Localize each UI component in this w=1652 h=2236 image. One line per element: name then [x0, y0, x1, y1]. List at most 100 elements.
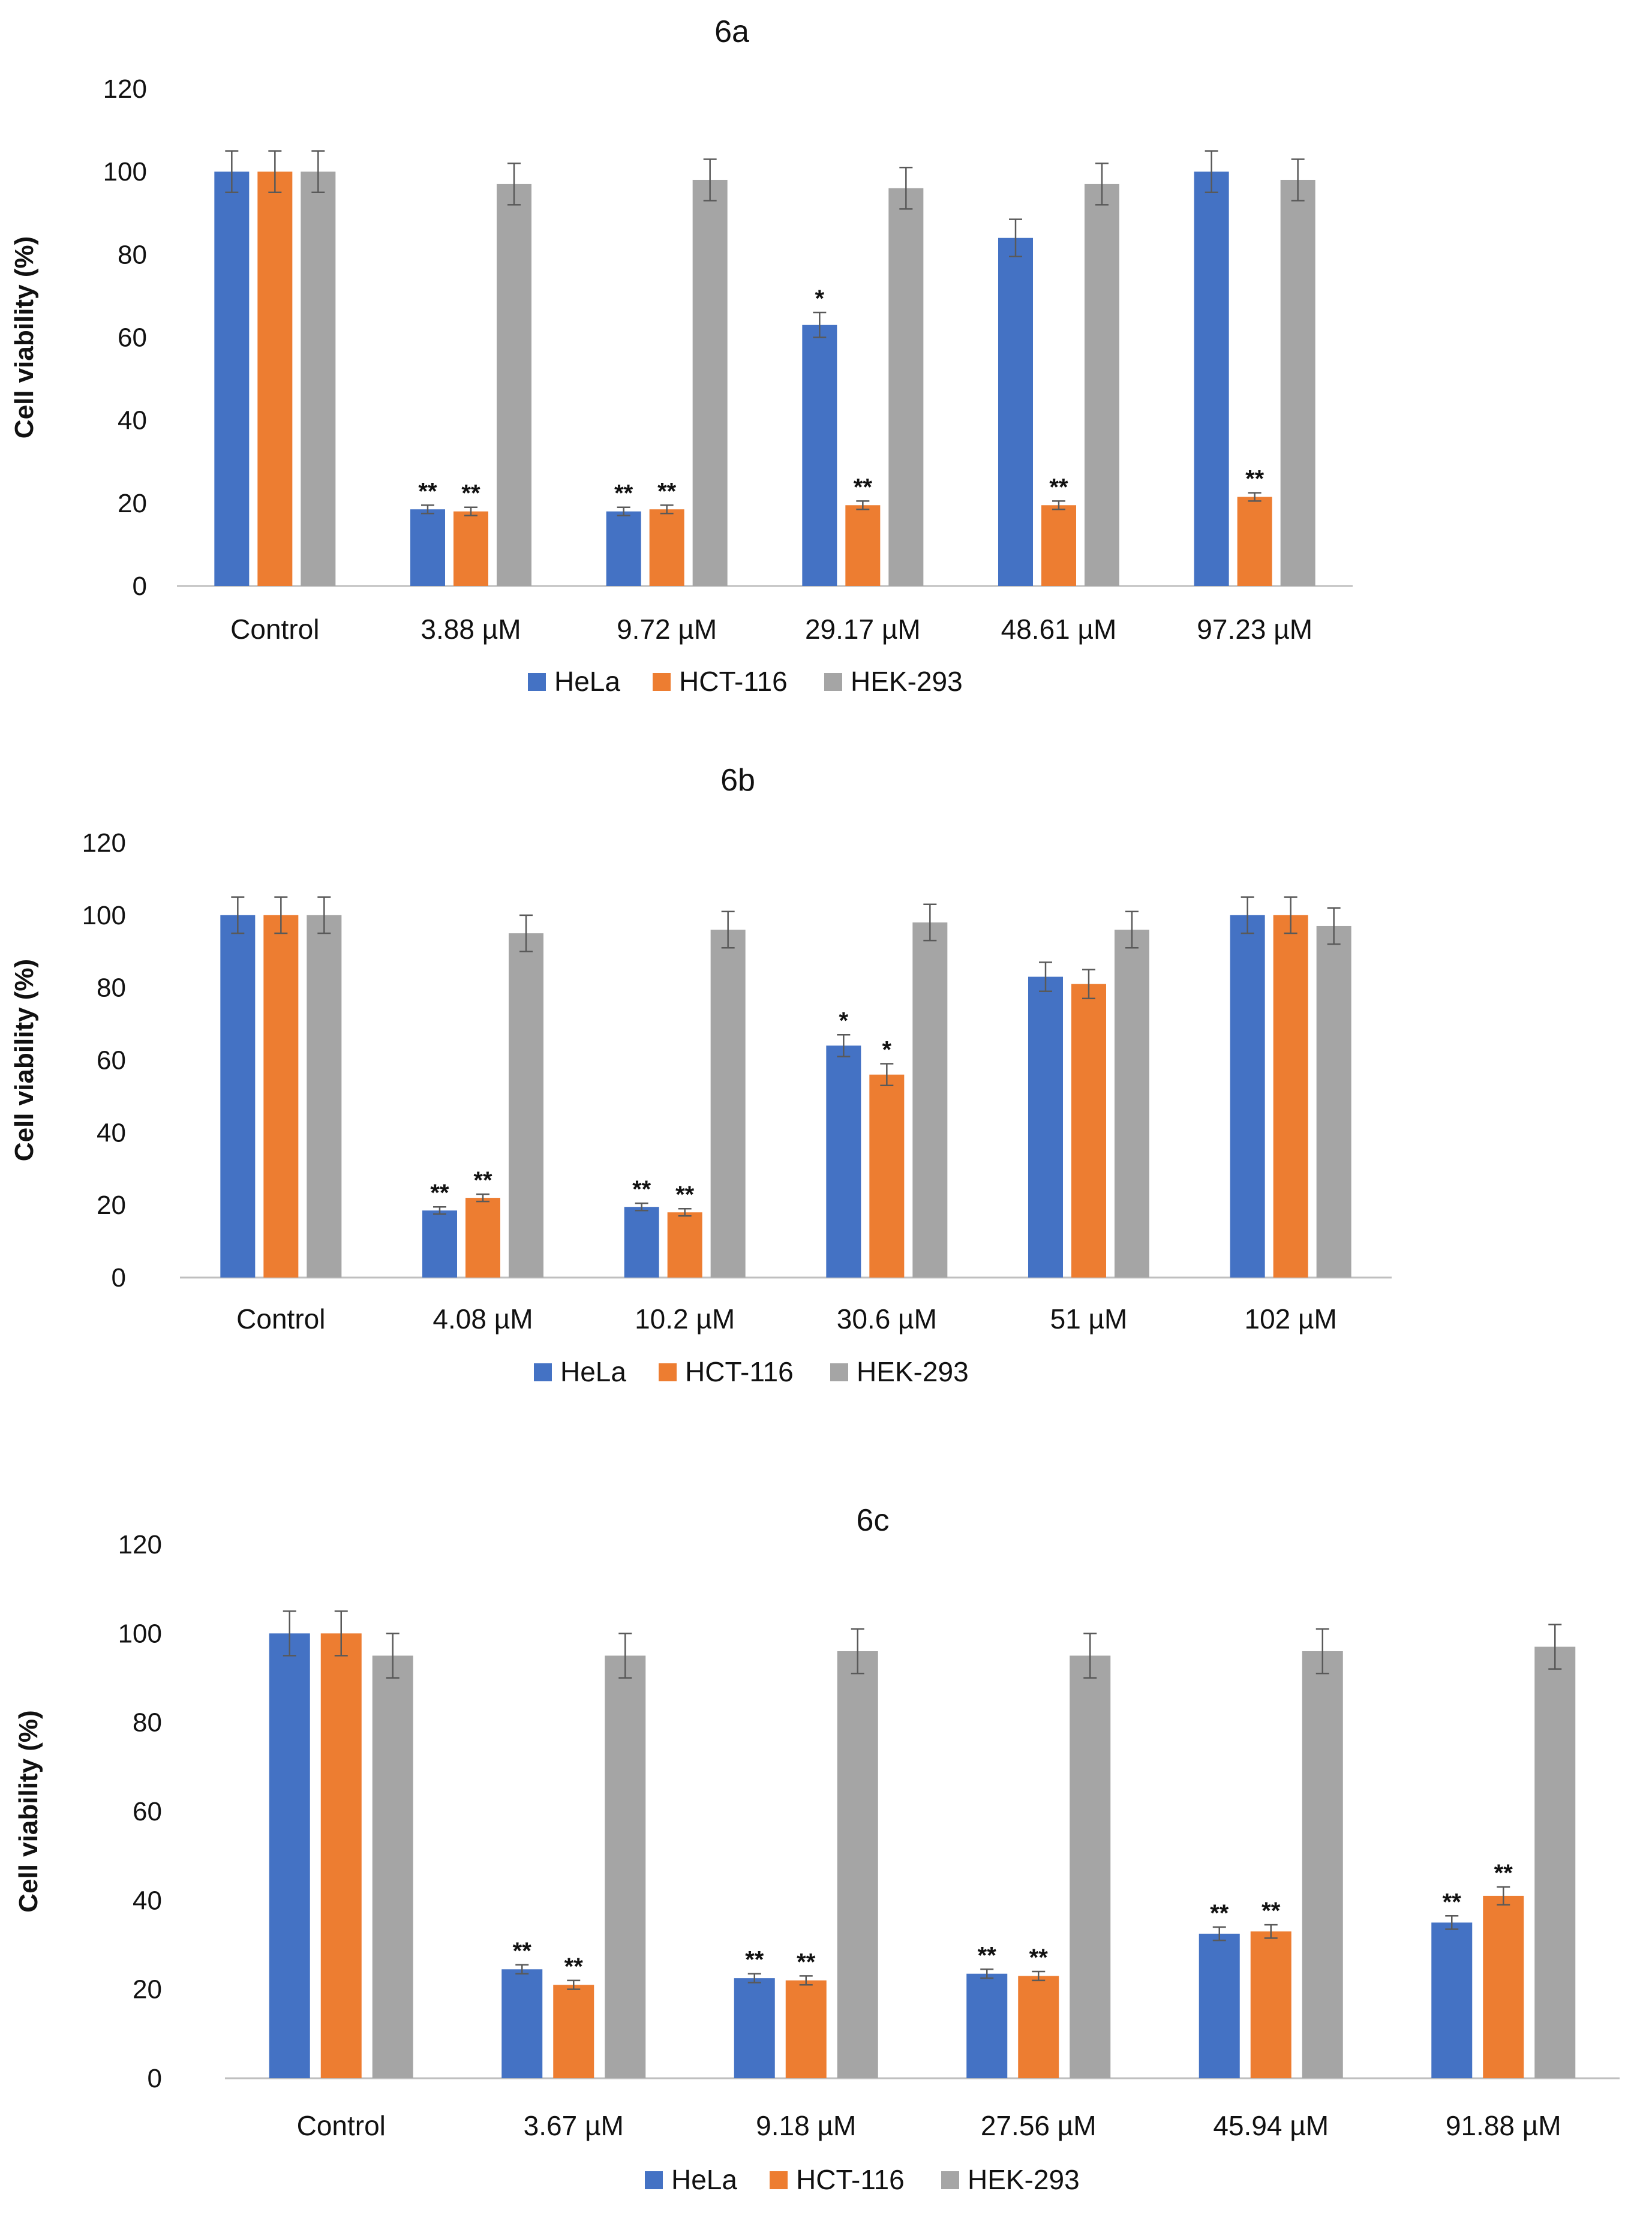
- bar-hct-116-27-56-um: [1018, 1976, 1059, 2078]
- bar-hek-293-3-67-um: [605, 1655, 646, 2078]
- legend-swatch-hct-116: [770, 2171, 788, 2189]
- x-category-label: 91.88 µM: [1446, 2110, 1561, 2141]
- bar-hct-116-97-23-um: [1237, 497, 1272, 586]
- bar-hela-3-67-um: [501, 1969, 543, 2078]
- bar-hct-116-9-18-um: [785, 1980, 827, 2078]
- bar-hek-293-9-18-um: [837, 1651, 878, 2078]
- x-category-label: 3.88 µM: [420, 614, 521, 645]
- x-category-label: Control: [236, 1303, 325, 1335]
- bar-hek-293-45-94-um: [1302, 1651, 1343, 2078]
- chart-title: 6b: [720, 763, 755, 798]
- bar-hct-116-102-um: [1273, 915, 1308, 1278]
- significance-marker: **: [978, 1942, 997, 1968]
- significance-marker: **: [1029, 1945, 1049, 1971]
- bar-hct-116-4-08-um: [465, 1198, 500, 1278]
- bar-hct-116-91-88-um: [1483, 1895, 1524, 2078]
- bar-hela-control: [269, 1633, 310, 2078]
- legend-label-hela: HeLa: [554, 666, 620, 697]
- y-tick-label: 40: [133, 1886, 162, 1915]
- x-category-label: 29.17 µM: [805, 614, 921, 645]
- y-axis-label: Cell viability (%): [10, 959, 39, 1161]
- y-tick-label: 100: [103, 157, 147, 187]
- y-tick-label: 60: [118, 323, 147, 353]
- x-category-label: 97.23 µM: [1197, 614, 1312, 645]
- significance-marker: **: [614, 480, 633, 507]
- significance-marker: **: [1261, 1898, 1281, 1924]
- significance-marker: *: [839, 1008, 849, 1034]
- legend-swatch-hela: [534, 1363, 552, 1381]
- significance-marker: **: [745, 1947, 764, 1973]
- y-tick-label: 120: [82, 828, 126, 858]
- significance-marker: **: [473, 1167, 492, 1194]
- legend-label-hct-116: HCT-116: [685, 1356, 794, 1387]
- bar-hek-293-27-56-um: [1070, 1655, 1111, 2078]
- x-category-label: 3.67 µM: [524, 2110, 624, 2141]
- legend-label-hela: HeLa: [671, 2164, 737, 2195]
- bar-hela-9-72-um: [606, 511, 641, 586]
- bar-hek-293-102-um: [1316, 925, 1351, 1278]
- x-category-label: 102 µM: [1244, 1303, 1336, 1335]
- bar-hek-293-29-17-um: [888, 188, 924, 586]
- y-axis-label: Cell viability (%): [10, 236, 39, 438]
- bar-hela-45-94-um: [1199, 1933, 1240, 2078]
- x-category-label: 27.56 µM: [981, 2110, 1097, 2141]
- bar-hela-9-18-um: [734, 1978, 775, 2078]
- bar-hct-116-control: [263, 915, 299, 1278]
- significance-marker: **: [1210, 1900, 1229, 1927]
- significance-marker: **: [675, 1182, 695, 1208]
- legend-swatch-hela: [528, 673, 546, 691]
- x-category-label: Control: [230, 614, 319, 645]
- significance-marker: *: [882, 1037, 892, 1063]
- chart-6a-panel: 6a Cell viability (%) 0 20 40 60 80 100 120 Contr…: [0, 0, 1652, 738]
- bar-hek-293-9-72-um: [692, 179, 728, 586]
- legend-swatch-hela: [645, 2171, 663, 2189]
- x-category-label: 30.6 µM: [837, 1303, 937, 1335]
- bar-hela-51-um: [1028, 976, 1063, 1278]
- bar-hela-control: [214, 172, 250, 587]
- bar-hela-91-88-um: [1431, 1922, 1473, 2078]
- y-axis-label: Cell viability (%): [14, 1710, 43, 1912]
- significance-marker: **: [1049, 474, 1068, 500]
- bar-hct-116-45-94-um: [1250, 1931, 1291, 2078]
- bar-hela-97-23-um: [1194, 172, 1229, 587]
- bar-hela-102-um: [1230, 915, 1265, 1278]
- y-tick-label: 0: [148, 2064, 162, 2093]
- x-category-label: 51 µM: [1050, 1303, 1128, 1335]
- bar-hct-116-control: [320, 1633, 362, 2078]
- legend-swatch-hek-293: [830, 1363, 848, 1381]
- legend-swatch-hek-293: [824, 673, 842, 691]
- bar-hek-293-30-6-um: [912, 922, 948, 1278]
- bar-hct-116-51-um: [1071, 984, 1106, 1278]
- bar-hct-116-29-17-um: [845, 505, 881, 586]
- bar-hct-116-10-2-um: [667, 1212, 702, 1278]
- legend-swatch-hek-293: [941, 2171, 959, 2189]
- chart-6b: 6b Cell viability (%) 0 20 40 60 80 100 120 Contr…: [10, 763, 1392, 1387]
- chart-6c-panel: 6c Cell viability (%) 0 20 40 60 80 100 120 Contr…: [0, 1481, 1652, 2236]
- chart-6c: 6c Cell viability (%) 0 20 40 60 80 100 120 Contr…: [14, 1503, 1620, 2195]
- x-category-label: 45.94 µM: [1213, 2110, 1329, 2141]
- y-tick-label: 80: [133, 1708, 162, 1738]
- y-tick-label: 40: [97, 1118, 126, 1147]
- bar-hct-116-3-67-um: [553, 1985, 594, 2078]
- bar-hct-116-9-72-um: [649, 509, 684, 586]
- significance-marker: **: [1245, 466, 1264, 492]
- x-category-label: 9.18 µM: [756, 2110, 856, 2141]
- y-tick-label: 20: [118, 489, 147, 518]
- bar-hela-4-08-um: [422, 1210, 457, 1278]
- x-category-label: 9.72 µM: [617, 614, 717, 645]
- bar-hela-3-88-um: [410, 509, 445, 586]
- bar-hct-116-48-61-um: [1041, 505, 1076, 586]
- significance-marker: **: [797, 1949, 816, 1975]
- bar-hek-293-control: [301, 172, 336, 587]
- significance-marker: **: [632, 1176, 651, 1203]
- chart-title: 6c: [857, 1503, 890, 1538]
- bar-hct-116-30-6-um: [869, 1074, 905, 1278]
- y-tick-label: 100: [82, 901, 126, 930]
- bar-hek-293-10-2-um: [710, 930, 746, 1278]
- significance-marker: **: [1443, 1889, 1462, 1915]
- bar-hela-control: [220, 915, 256, 1278]
- significance-marker: **: [854, 474, 873, 500]
- bar-hela-27-56-um: [966, 1973, 1008, 2078]
- x-category-label: Control: [297, 2110, 386, 2141]
- bar-hek-293-3-88-um: [497, 184, 531, 586]
